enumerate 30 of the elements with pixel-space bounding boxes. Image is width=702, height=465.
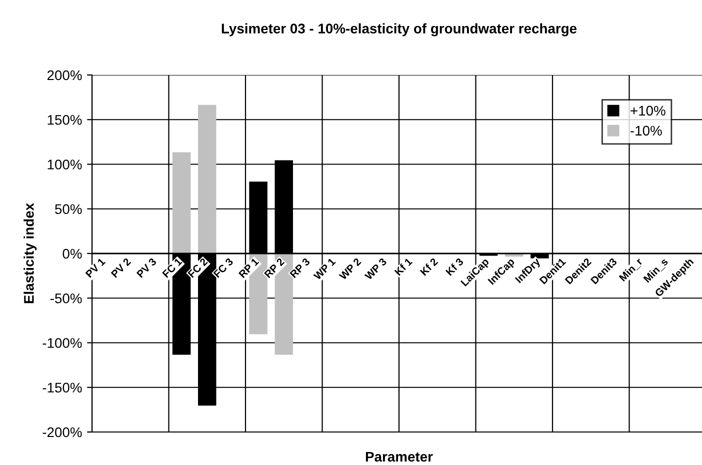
legend-label: -10%	[630, 126, 662, 136]
y-tick-label: -200%	[42, 427, 82, 438]
x-axis-title: Parameter	[366, 452, 433, 462]
x-tick-label: WP 1	[313, 258, 336, 280]
x-tick-label: FC 2	[188, 258, 208, 278]
chart-title: Lysimeter 03 - 10%-elasticity of groundwater recharge	[222, 23, 577, 36]
y-tick-label: 150%	[48, 114, 82, 125]
x-tick-label: PV 2	[110, 258, 132, 278]
y-tick-label: 50%	[55, 204, 82, 214]
y-tick-label: -100%	[42, 338, 82, 348]
x-tick-label: RP 1	[238, 258, 260, 278]
x-tick-label: RP 2	[264, 258, 285, 278]
x-tick-label: RP 3	[290, 258, 310, 278]
y-tick-label: 200%	[47, 70, 82, 80]
y-axis-title: Elasticity index	[24, 203, 37, 304]
x-tick-label: Kf 2	[420, 257, 438, 276]
x-tick-label: PV 1	[85, 258, 106, 278]
y-tick-label: -50%	[50, 293, 82, 304]
x-tick-label: FC 1	[162, 257, 182, 278]
bar	[172, 152, 191, 254]
y-tick-label: 100%	[48, 160, 82, 170]
y-tick-label: 0%	[62, 248, 82, 259]
x-tick-label: WP 2	[338, 258, 362, 280]
legend-label: +10%	[630, 106, 666, 116]
x-tick-label: Kf 1	[394, 257, 413, 276]
y-tick-label: -150%	[42, 382, 82, 393]
bar	[198, 104, 216, 254]
x-tick-label: PV 3	[136, 258, 157, 278]
x-tick-label: WP 3	[364, 258, 388, 280]
x-tick-label: FC 3	[213, 258, 234, 278]
